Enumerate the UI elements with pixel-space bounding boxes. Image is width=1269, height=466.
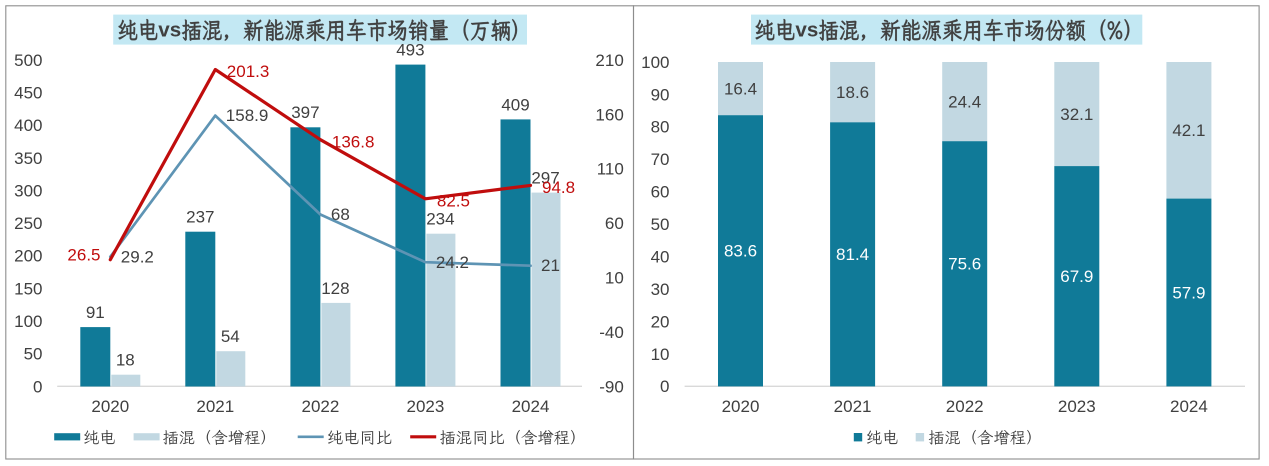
svg-text:234: 234 xyxy=(426,210,454,229)
svg-text:18: 18 xyxy=(116,351,135,370)
svg-text:40: 40 xyxy=(651,248,670,267)
svg-text:81.4: 81.4 xyxy=(836,245,869,264)
svg-text:83.6: 83.6 xyxy=(724,242,757,261)
svg-text:2021: 2021 xyxy=(834,397,872,416)
svg-text:18.6: 18.6 xyxy=(836,83,869,102)
svg-text:21: 21 xyxy=(541,256,560,275)
svg-text:10: 10 xyxy=(651,345,670,364)
svg-text:94.8: 94.8 xyxy=(542,178,575,197)
svg-text:50: 50 xyxy=(651,215,670,234)
svg-text:75.6: 75.6 xyxy=(948,255,981,274)
svg-text:54: 54 xyxy=(221,327,240,346)
svg-text:2020: 2020 xyxy=(91,397,129,416)
svg-text:0: 0 xyxy=(33,377,42,396)
svg-text:30: 30 xyxy=(651,280,670,299)
svg-text:158.9: 158.9 xyxy=(226,106,269,125)
svg-text:250: 250 xyxy=(14,214,42,233)
svg-text:136.8: 136.8 xyxy=(332,132,375,151)
svg-text:2023: 2023 xyxy=(406,397,444,416)
svg-text:91: 91 xyxy=(86,303,105,322)
svg-text:409: 409 xyxy=(501,95,529,114)
svg-text:2022: 2022 xyxy=(946,397,984,416)
svg-text:vs: vs xyxy=(795,19,818,42)
svg-text:450: 450 xyxy=(14,84,42,103)
svg-text:350: 350 xyxy=(14,149,42,168)
svg-text:-90: -90 xyxy=(599,377,624,396)
svg-text:50: 50 xyxy=(24,345,43,364)
svg-text:2023: 2023 xyxy=(1058,397,1096,416)
svg-text:100: 100 xyxy=(641,53,669,72)
svg-text:400: 400 xyxy=(14,116,42,135)
svg-text:493: 493 xyxy=(396,40,424,59)
svg-text:24.4: 24.4 xyxy=(948,92,981,111)
svg-text:100: 100 xyxy=(14,312,42,331)
svg-text:16.4: 16.4 xyxy=(724,79,757,98)
svg-text:2024: 2024 xyxy=(512,397,550,416)
svg-text:128: 128 xyxy=(321,279,349,298)
svg-text:20: 20 xyxy=(651,312,670,331)
svg-text:26.5: 26.5 xyxy=(67,246,100,265)
svg-text:500: 500 xyxy=(14,51,42,70)
svg-text:24.2: 24.2 xyxy=(436,253,469,272)
svg-text:67.9: 67.9 xyxy=(1060,267,1093,286)
svg-text:29.2: 29.2 xyxy=(121,247,154,266)
svg-text:110: 110 xyxy=(597,160,624,179)
svg-text:57.9: 57.9 xyxy=(1172,283,1205,302)
svg-text:0: 0 xyxy=(660,377,669,396)
svg-text:2024: 2024 xyxy=(1170,397,1208,416)
svg-text:32.1: 32.1 xyxy=(1060,105,1093,124)
svg-text:68: 68 xyxy=(331,205,350,224)
svg-text:300: 300 xyxy=(14,181,42,200)
svg-text:2021: 2021 xyxy=(196,397,234,416)
svg-text:297: 297 xyxy=(531,168,559,187)
svg-text:90: 90 xyxy=(651,85,670,104)
svg-text:201.3: 201.3 xyxy=(227,62,270,81)
svg-text:397: 397 xyxy=(291,103,319,122)
svg-text:82.5: 82.5 xyxy=(437,191,470,210)
svg-text:200: 200 xyxy=(14,247,42,266)
svg-text:60: 60 xyxy=(605,214,624,233)
svg-text:42.1: 42.1 xyxy=(1172,121,1205,140)
svg-text:10: 10 xyxy=(605,269,624,288)
svg-text:160: 160 xyxy=(595,105,623,124)
svg-text:2020: 2020 xyxy=(722,397,760,416)
svg-text:-40: -40 xyxy=(599,323,624,342)
svg-text:2022: 2022 xyxy=(301,397,339,416)
svg-text:vs: vs xyxy=(158,19,181,42)
svg-text:80: 80 xyxy=(651,118,670,137)
svg-text:237: 237 xyxy=(186,208,214,227)
svg-text:60: 60 xyxy=(651,183,670,202)
svg-text:150: 150 xyxy=(14,279,42,298)
svg-text:210: 210 xyxy=(595,51,623,70)
svg-text:70: 70 xyxy=(651,150,670,169)
